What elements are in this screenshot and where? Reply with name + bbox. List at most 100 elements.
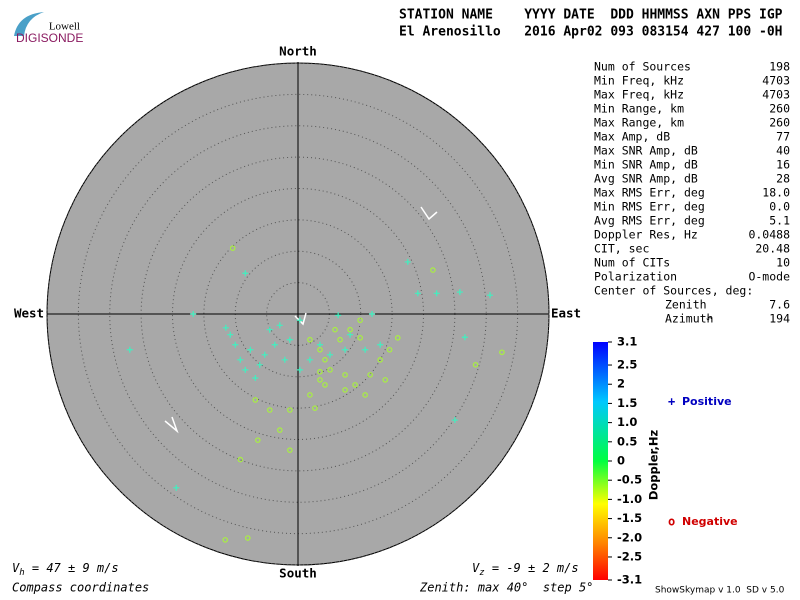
coords-label: Compass coordinates <box>12 581 149 595</box>
stat-value: 260 <box>769 102 790 116</box>
negative-point <box>382 377 389 383</box>
colorbar-tick-label: 2 <box>617 377 625 391</box>
stat-label: Min Range, km <box>594 102 684 116</box>
positive-point <box>261 351 268 358</box>
center-label: Zenith <box>665 298 707 312</box>
stat-value: 0.0 <box>769 200 790 214</box>
negative-point <box>332 326 338 333</box>
east-label: East <box>551 306 581 321</box>
positive-point <box>271 341 278 348</box>
negative-point <box>266 407 273 413</box>
negative-point <box>252 397 259 403</box>
positive-point <box>237 356 244 363</box>
negative-point <box>245 535 251 541</box>
stat-label: Max SNR Amp, dB <box>594 144 698 158</box>
colorbar-tick-label: -3.1 <box>617 573 642 587</box>
negative-point <box>357 317 363 324</box>
negative-point <box>287 447 293 453</box>
positive-point <box>377 341 384 348</box>
logo-bottom: DIGISONDE <box>16 31 83 45</box>
stat-value: 28 <box>776 172 790 186</box>
center-label: Azimuth <box>665 312 713 326</box>
positive-point <box>190 311 197 317</box>
positive-point <box>227 331 234 338</box>
stat-value: 16 <box>776 158 790 172</box>
chevron <box>420 206 438 221</box>
vh-symbol: V <box>12 561 20 575</box>
legend-marker: o <box>668 515 675 529</box>
positive-point <box>242 270 249 277</box>
stat-label: Avg SNR Amp, dB <box>594 172 698 186</box>
colorbar-title: Doppler,Hz <box>647 430 661 501</box>
header-columns: STATION NAME YYYY DATE DDD HHMMSS AXN PP… <box>399 8 783 23</box>
colorbar-tick-label: 2.5 <box>617 358 637 372</box>
vz-text: = -9 ± 2 m/s <box>485 561 579 575</box>
negative-point <box>317 368 323 375</box>
positive-point <box>433 290 440 297</box>
negative-point <box>357 335 363 341</box>
positive-point <box>281 356 288 363</box>
negative-point <box>322 382 328 388</box>
positive-point <box>456 289 463 296</box>
vz-label: Vz = -9 ± 2 m/s <box>472 561 579 578</box>
negative-point <box>312 405 318 411</box>
negative-point <box>377 357 384 363</box>
negative-point <box>287 407 293 413</box>
colorbar-tick-label: 0.5 <box>617 434 637 448</box>
negative-point <box>317 346 323 353</box>
negative-point <box>222 537 229 543</box>
positive-point <box>461 334 468 341</box>
stat-value: 18.0 <box>762 186 790 200</box>
colorbar-tick-label: -1.0 <box>617 492 642 506</box>
positive-point <box>276 322 283 329</box>
header-values: El Arenosillo 2016 Apr02 093 083154 427 … <box>399 25 783 40</box>
legend-label: Negative <box>682 515 738 528</box>
positive-point <box>342 346 349 353</box>
positive-point <box>173 484 180 491</box>
colorbar <box>593 342 608 580</box>
legend-label: Positive <box>682 395 732 408</box>
negative-point <box>337 336 343 343</box>
version-label: ShowSkymap v 1.0 SD v 5.0 <box>655 586 785 596</box>
positive-point <box>316 341 323 348</box>
negative-point <box>499 349 505 356</box>
south-label: South <box>279 566 317 581</box>
stat-label: Num of Sources <box>594 60 691 74</box>
positive-point <box>451 417 458 424</box>
negative-point <box>229 245 236 251</box>
stat-label: Polarization <box>594 270 677 284</box>
negative-point <box>255 437 261 443</box>
negative-point <box>430 267 436 273</box>
positive-point <box>404 258 411 265</box>
colorbar-tick-label: -2.5 <box>617 549 642 563</box>
vz-symbol: V <box>472 561 480 575</box>
stat-value: 5.1 <box>769 214 790 228</box>
chevron <box>164 416 179 434</box>
positive-point <box>296 366 303 373</box>
positive-point <box>296 317 303 324</box>
stat-label: Min Freq, kHz <box>594 74 684 88</box>
vh-text: = 47 ± 9 m/s <box>25 561 119 575</box>
stat-label: Doppler Res, Hz <box>594 228 698 242</box>
stat-label: Num of CITs <box>594 256 670 270</box>
colorbar-tick-label: 1.5 <box>617 396 637 410</box>
colorbar-tick-label: -2.0 <box>617 530 642 544</box>
north-label: North <box>279 44 317 59</box>
colorbar-tick-label: 1.0 <box>617 415 637 429</box>
vh-sub: h <box>19 568 24 578</box>
negative-point <box>342 387 348 393</box>
stat-label: Avg RMS Err, deg <box>594 214 705 228</box>
stat-label: Max RMS Err, deg <box>594 186 705 200</box>
stat-value: 260 <box>769 116 790 130</box>
stat-label: Min RMS Err, deg <box>594 200 705 214</box>
azimuth-icon: ↶ <box>706 314 712 325</box>
center-value: 194 <box>769 312 790 326</box>
negative-point <box>237 456 244 463</box>
positive-point <box>256 361 263 368</box>
negative-point <box>307 392 313 398</box>
stat-value: 4703 <box>762 74 790 88</box>
stat-label: Max Amp, dB <box>594 130 670 144</box>
positive-point <box>347 331 354 338</box>
negative-point <box>307 336 313 343</box>
